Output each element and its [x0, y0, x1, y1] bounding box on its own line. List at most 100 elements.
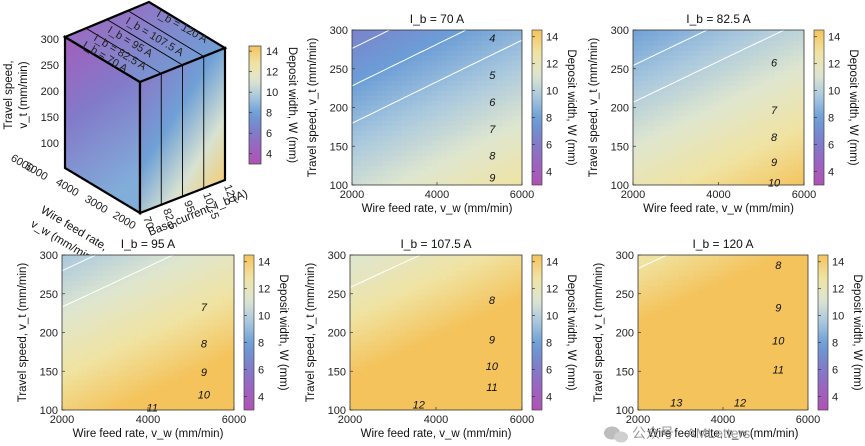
heatmap-cell: [412, 80, 418, 86]
heatmap-cell: [793, 165, 800, 171]
heatmap-cell: [491, 345, 498, 351]
heatmap-cell: [173, 370, 179, 376]
heatmap-cell: [638, 380, 644, 386]
heatmap-cell: [72, 345, 78, 351]
heatmap-cell: [117, 385, 124, 391]
heatmap-cell: [432, 70, 438, 76]
heatmap-cell: [397, 105, 403, 111]
heatmap-cell: [481, 330, 488, 336]
heatmap-cell: [653, 310, 659, 316]
heatmap-cell: [763, 65, 770, 71]
heatmap-cell: [218, 365, 225, 371]
heatmap-cell: [367, 30, 373, 36]
heatmap-cell: [668, 65, 674, 71]
heatmap-cell: [487, 150, 493, 156]
heatmap-cell: [457, 95, 463, 101]
heatmap-cell: [482, 145, 488, 151]
heatmap-cell: [492, 180, 498, 185]
heatmap-cell: [743, 55, 750, 61]
heatmap-cell: [643, 270, 649, 276]
heatmap-cell: [437, 115, 443, 121]
cube-ib-tick: 70: [140, 215, 155, 231]
heatmap-cell: [703, 70, 710, 76]
heatmap-cell: [447, 115, 453, 121]
heatmap-cell: [778, 175, 785, 181]
heatmap-cell: [506, 360, 513, 366]
heatmap-cell: [713, 55, 720, 61]
heatmap-cell: [441, 330, 447, 336]
heatmap-cell: [456, 330, 462, 336]
heatmap-cell: [678, 325, 684, 331]
heatmap-cell: [382, 140, 388, 146]
heatmap-cell: [698, 330, 704, 336]
heatmap-cell: [673, 270, 679, 276]
heatmap-cell: [153, 255, 159, 261]
heatmap-cell: [456, 355, 462, 361]
x-tick-label: 4000: [425, 189, 449, 201]
heatmap-cell: [703, 350, 709, 356]
heatmap-cell: [67, 360, 73, 366]
heatmap-cell: [482, 140, 488, 146]
heatmap-cell: [400, 255, 407, 261]
heatmap-cell: [643, 340, 649, 346]
heatmap-cell: [643, 170, 649, 176]
heatmap-cell: [417, 35, 423, 41]
heatmap-cell: [638, 350, 644, 356]
heatmap-cell: [663, 400, 669, 406]
heatmap-cell: [506, 260, 513, 266]
heatmap-cell: [486, 290, 493, 296]
heatmap-cell: [668, 355, 674, 361]
heatmap-cell: [82, 395, 88, 401]
heatmap-cell: [137, 335, 144, 341]
heatmap-cell: [663, 310, 669, 316]
heatmap-cell: [698, 390, 704, 396]
heatmap-cell: [432, 45, 438, 51]
heatmap-cell: [793, 100, 800, 106]
heatmap-cell: [417, 165, 423, 171]
heatmap-cell: [506, 375, 513, 381]
heatmap-cell: [137, 350, 144, 356]
heatmap-cell: [223, 370, 230, 376]
heatmap-cell: [783, 145, 790, 151]
heatmap-cell: [377, 140, 383, 146]
heatmap-cell: [447, 110, 453, 116]
heatmap-cell: [390, 270, 397, 276]
heatmap-cell: [158, 330, 164, 336]
heatmap-cell: [178, 295, 185, 301]
heatmap-cell: [653, 265, 659, 271]
heatmap-cell: [402, 130, 408, 136]
heatmap-cell: [385, 340, 392, 346]
heatmap-cell: [481, 345, 488, 351]
heatmap-cell: [768, 160, 775, 166]
heatmap-cell: [203, 260, 210, 266]
heatmap-cell: [410, 265, 417, 271]
heatmap-cell: [77, 320, 83, 326]
colorbar-tick-label: 12: [546, 284, 558, 296]
heatmap-cell: [486, 300, 493, 306]
heatmap-cell: [457, 135, 463, 141]
heatmap-cell: [107, 285, 114, 291]
heatmap-cell: [377, 135, 383, 141]
heatmap-cell: [112, 305, 119, 311]
heatmap-cell: [397, 115, 403, 121]
heatmap-cell: [511, 305, 518, 311]
heatmap-cell: [638, 165, 644, 171]
heatmap-cell: [683, 110, 689, 116]
heatmap-cell: [506, 370, 513, 376]
heatmap-cell: [153, 285, 159, 291]
heatmap-cell: [132, 305, 139, 311]
heatmap-cell: [158, 365, 164, 371]
heatmap-cell: [663, 355, 669, 361]
heatmap-cell: [476, 265, 483, 271]
heatmap-cell: [798, 180, 804, 185]
heatmap-cell: [663, 275, 669, 281]
heatmap-cell: [456, 285, 462, 291]
heatmap-cell: [723, 375, 729, 381]
heatmap-cell: [763, 130, 770, 136]
heatmap-cell: [188, 260, 195, 266]
heatmap-cell: [97, 265, 104, 271]
heatmap-cell: [698, 75, 705, 81]
heatmap-cell: [405, 365, 412, 371]
heatmap-cell: [112, 345, 119, 351]
